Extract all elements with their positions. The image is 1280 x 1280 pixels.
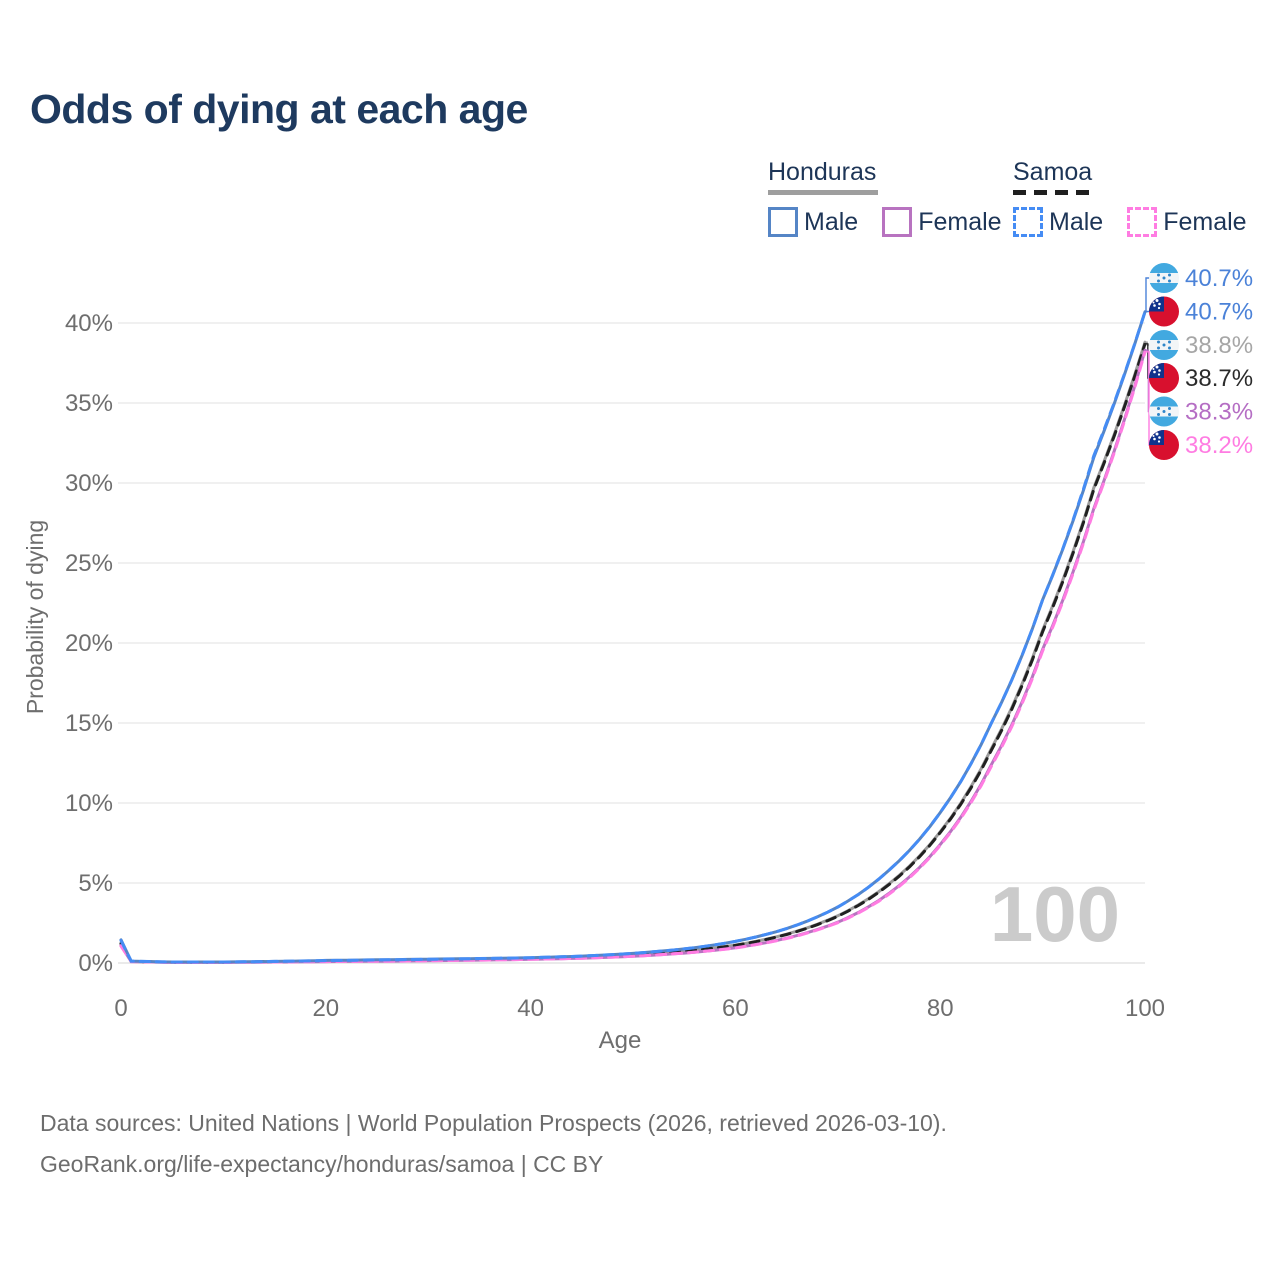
x-tick-label: 60 [722,995,749,1022]
x-tick-label: 0 [114,995,127,1022]
footer-source-line1: Data sources: United Nations | World Pop… [40,1110,947,1136]
end-value-label-honduras-female: 38.3% [1185,399,1253,426]
x-axis-title: Age [599,1027,642,1054]
legend-title-samoa: Samoa [1013,158,1093,186]
end-value-label-honduras-both-sexes: 38.8% [1185,332,1253,359]
y-axis-title: Probability of dying [22,520,48,714]
legend-item-samoa-female[interactable]: Female [1127,207,1247,237]
legend-label-samoa-male: Male [1049,207,1104,236]
samoa-flag-icon [1149,430,1179,460]
legend-swatch-samoa-male [1013,207,1043,237]
y-tick-label: 30% [65,470,113,497]
legend-underline-samoa [1013,190,1093,195]
legend-label-honduras-female: Female [918,207,1002,236]
y-tick-label: 40% [65,310,113,337]
y-tick-label: 25% [65,550,113,577]
legend-swatch-honduras-male [768,207,798,237]
end-value-label-honduras-male: 40.7% [1185,265,1253,292]
footer-source-line2: GeoRank.org/life-expectancy/honduras/sam… [40,1151,604,1177]
legend-item-honduras-female[interactable]: Female [882,207,1002,237]
series-line-samoa-male[interactable] [119,310,1147,964]
legend-item-samoa-male[interactable]: Male [1013,207,1103,237]
chart-svg: 0% 5% 10% 15% 20% 25% 30% 35% 40% 0 20 40 60 80 100 Age… [22,263,1253,1054]
watermark-age-100: 100 [990,870,1120,958]
footer: Data sources: United Nations | World Pop… [40,1103,947,1185]
samoa-flag-icon [1149,363,1179,393]
honduras-flag-icon [1149,396,1179,427]
legend-label-honduras-male: Male [804,207,859,236]
legend-label-samoa-female: Female [1163,207,1247,236]
legend-item-honduras-male[interactable]: Male [768,207,858,237]
end-value-label-samoa-both-sexes: 38.7% [1185,365,1253,392]
y-tick-label: 5% [78,870,113,897]
page-title: Odds of dying at each age [30,86,528,132]
legend-swatch-samoa-female [1127,207,1158,237]
samoa-flag-icon [1149,296,1179,327]
end-value-label-samoa-male: 40.7% [1185,299,1253,326]
legend-underline-honduras [768,190,878,195]
legend-group-samoa: Samoa Male Female [1013,158,1247,237]
y-tick-label: 0% [78,950,113,977]
x-tick-label: 20 [312,995,339,1022]
legend-swatch-honduras-female [882,207,913,237]
y-tick-label: 10% [65,790,113,817]
y-tick-label: 15% [65,710,113,737]
x-tick-label: 40 [517,995,544,1022]
x-tick-label: 80 [927,995,954,1022]
series-line-honduras-male[interactable] [119,310,1147,964]
x-tick-label: 100 [1125,995,1165,1022]
legend-title-honduras: Honduras [768,158,877,186]
y-tick-label: 20% [65,630,113,657]
legend-group-honduras: Honduras Male Female [768,158,1002,237]
honduras-flag-icon [1149,330,1179,360]
y-tick-label: 35% [65,390,113,417]
end-value-label-samoa-female: 38.2% [1185,432,1253,459]
honduras-flag-icon [1149,263,1179,293]
